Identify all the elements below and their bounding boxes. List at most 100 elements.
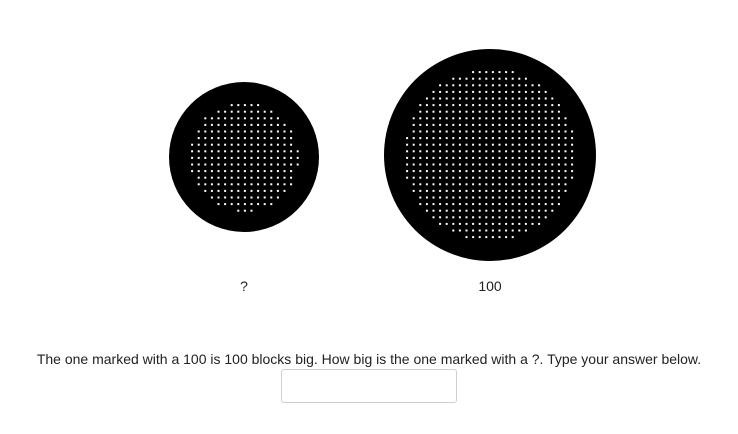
block-dot bbox=[230, 137, 233, 140]
block-dot bbox=[210, 117, 213, 120]
block-dot bbox=[518, 110, 521, 113]
block-dot bbox=[472, 150, 475, 153]
block-dot bbox=[419, 183, 422, 186]
block-dot bbox=[538, 216, 541, 219]
block-dot bbox=[458, 150, 461, 153]
block-dot bbox=[290, 143, 293, 146]
block-dot bbox=[217, 203, 220, 206]
block-dot bbox=[257, 117, 260, 120]
block-dot bbox=[452, 84, 455, 87]
block-dot bbox=[257, 156, 260, 159]
block-dot bbox=[518, 117, 521, 120]
block-dot bbox=[491, 222, 494, 225]
block-dot bbox=[465, 123, 468, 126]
block-dot bbox=[263, 137, 266, 140]
block-dot bbox=[452, 130, 455, 133]
block-dot bbox=[263, 156, 266, 159]
block-dot bbox=[498, 71, 501, 74]
block-dot bbox=[531, 203, 534, 206]
block-dot bbox=[406, 163, 409, 166]
block-dot bbox=[491, 90, 494, 93]
block-dot bbox=[425, 163, 428, 166]
block-dot bbox=[257, 110, 260, 113]
block-dot bbox=[505, 123, 508, 126]
block-dot bbox=[445, 110, 448, 113]
block-dot bbox=[406, 143, 409, 146]
block-dot bbox=[439, 163, 442, 166]
block-dot bbox=[505, 104, 508, 107]
block-dot bbox=[511, 117, 514, 120]
block-dot bbox=[498, 222, 501, 225]
block-dot bbox=[257, 170, 260, 173]
block-dot bbox=[425, 183, 428, 186]
block-dot bbox=[478, 163, 481, 166]
block-dot bbox=[538, 150, 541, 153]
block-dot bbox=[518, 222, 521, 225]
block-dot bbox=[511, 90, 514, 93]
block-dot bbox=[505, 183, 508, 186]
block-dot bbox=[531, 209, 534, 212]
block-dot bbox=[557, 189, 560, 192]
block-dot bbox=[485, 189, 488, 192]
block-dot bbox=[270, 117, 273, 120]
block-dot bbox=[432, 110, 435, 113]
block-dot bbox=[458, 123, 461, 126]
block-dot bbox=[472, 189, 475, 192]
block-dot bbox=[290, 150, 293, 153]
block-dot bbox=[204, 123, 207, 126]
block-dot bbox=[518, 176, 521, 179]
block-dot bbox=[432, 163, 435, 166]
block-dot bbox=[204, 117, 207, 120]
block-dot bbox=[458, 130, 461, 133]
block-dot bbox=[551, 163, 554, 166]
block-dot bbox=[538, 137, 541, 140]
block-dot bbox=[243, 183, 246, 186]
block-dot bbox=[210, 156, 213, 159]
block-dot bbox=[270, 196, 273, 199]
block-dot bbox=[197, 163, 200, 166]
block-dot bbox=[538, 90, 541, 93]
block-dot bbox=[412, 163, 415, 166]
block-dot bbox=[412, 150, 415, 153]
block-dot bbox=[224, 183, 227, 186]
block-dot bbox=[224, 143, 227, 146]
block-dot bbox=[518, 104, 521, 107]
block-dot bbox=[452, 156, 455, 159]
block-dot bbox=[445, 117, 448, 120]
block-dot bbox=[524, 170, 527, 173]
block-dot bbox=[458, 216, 461, 219]
block-dot bbox=[452, 104, 455, 107]
block-dot bbox=[458, 209, 461, 212]
answer-input[interactable] bbox=[281, 369, 457, 403]
block-dot bbox=[511, 236, 514, 239]
block-dot bbox=[210, 176, 213, 179]
block-dot bbox=[478, 150, 481, 153]
block-dot bbox=[472, 130, 475, 133]
block-dot bbox=[425, 104, 428, 107]
block-dot bbox=[439, 156, 442, 159]
block-dot bbox=[564, 143, 567, 146]
block-dot bbox=[551, 143, 554, 146]
block-dot bbox=[491, 97, 494, 100]
block-dot bbox=[485, 216, 488, 219]
block-dot bbox=[204, 170, 207, 173]
block-dot bbox=[230, 130, 233, 133]
block-dot bbox=[485, 90, 488, 93]
block-dot bbox=[257, 183, 260, 186]
block-dot bbox=[511, 104, 514, 107]
block-dot bbox=[432, 196, 435, 199]
block-dot bbox=[478, 236, 481, 239]
block-dot bbox=[243, 150, 246, 153]
block-dot bbox=[458, 97, 461, 100]
block-dot bbox=[419, 130, 422, 133]
block-dot bbox=[564, 176, 567, 179]
block-dot bbox=[230, 143, 233, 146]
block-dot bbox=[276, 170, 279, 173]
block-dot bbox=[518, 216, 521, 219]
block-dot bbox=[505, 229, 508, 232]
block-dot bbox=[544, 90, 547, 93]
block-dot bbox=[406, 150, 409, 153]
block-dot bbox=[511, 84, 514, 87]
block-dot bbox=[263, 163, 266, 166]
block-dot bbox=[276, 196, 279, 199]
